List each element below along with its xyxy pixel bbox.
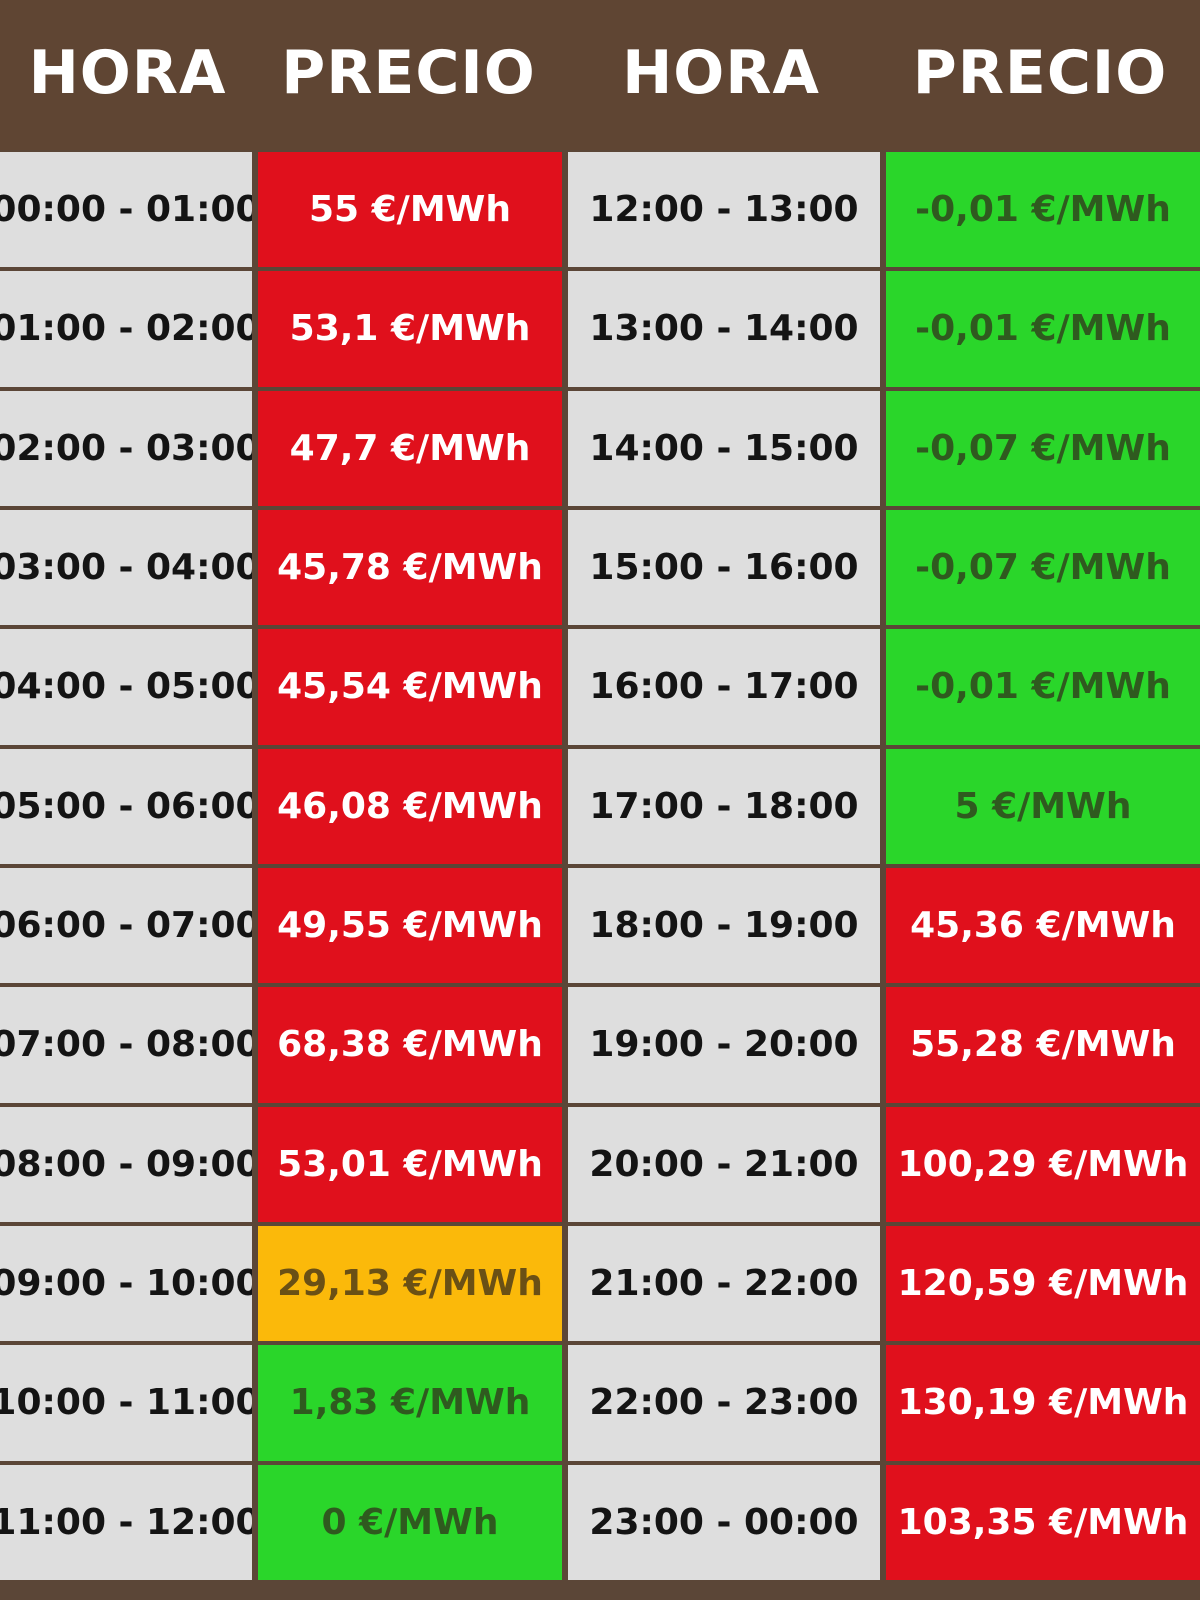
- hora-cell: 05:00 - 06:00: [0, 748, 252, 864]
- precio-cell: 120,59 €/MWh: [886, 1225, 1200, 1342]
- precio-cell: 45,54 €/MWh: [258, 629, 562, 745]
- hora-cell: 08:00 - 09:00: [0, 1106, 252, 1222]
- precio-cell: 45,78 €/MWh: [258, 509, 562, 626]
- hora-cell: 18:00 - 19:00: [568, 867, 880, 984]
- header-precio-right: PRECIO: [912, 38, 1168, 108]
- precio-cell: 29,13 €/MWh: [258, 1225, 562, 1342]
- hora-cell: 16:00 - 17:00: [568, 629, 880, 745]
- hora-cell: 07:00 - 08:00: [0, 987, 252, 1103]
- hora-cell: 23:00 - 00:00: [568, 1464, 880, 1580]
- precio-cell: 46,08 €/MWh: [258, 748, 562, 864]
- header-precio-left: PRECIO: [281, 38, 536, 108]
- table-header: HORA PRECIO HORA PRECIO: [0, 0, 1200, 150]
- hora-cell: 21:00 - 22:00: [568, 1225, 880, 1342]
- hora-cell: 14:00 - 15:00: [568, 390, 880, 506]
- precio-cell: 0 €/MWh: [258, 1464, 562, 1580]
- header-hora-right: HORA: [622, 38, 820, 108]
- hora-cell: 06:00 - 07:00: [0, 867, 252, 984]
- hora-cell: 22:00 - 23:00: [568, 1345, 880, 1461]
- precio-cell: -0,01 €/MWh: [886, 271, 1200, 387]
- precio-cell: 47,7 €/MWh: [258, 390, 562, 506]
- header-hora-left: HORA: [28, 38, 227, 108]
- hora-cell: 12:00 - 13:00: [568, 152, 880, 268]
- hora-cell: 00:00 - 01:00: [0, 152, 252, 268]
- hora-cell: 04:00 - 05:00: [0, 629, 252, 745]
- precio-cell: -0,01 €/MWh: [886, 629, 1200, 745]
- table-body: 00:00 - 01:00 55 €/MWh 01:00 - 02:00 53,1 €…: [0, 152, 1200, 1600]
- precio-cell: 45,36 €/MWh: [886, 867, 1200, 984]
- hora-cell: 19:00 - 20:00: [568, 987, 880, 1103]
- hora-cell: 15:00 - 16:00: [568, 509, 880, 626]
- precio-cell: 103,35 €/MWh: [886, 1464, 1200, 1580]
- hora-cell: 01:00 - 02:00: [0, 271, 252, 387]
- precio-cell: 5 €/MWh: [886, 748, 1200, 864]
- precio-cell: 53,01 €/MWh: [258, 1106, 562, 1222]
- precio-cell: 1,83 €/MWh: [258, 1345, 562, 1461]
- hora-cell: 13:00 - 14:00: [568, 271, 880, 387]
- hora-cell: 17:00 - 18:00: [568, 748, 880, 864]
- precio-cell: 49,55 €/MWh: [258, 867, 562, 984]
- precio-cell: -0,01 €/MWh: [886, 152, 1200, 268]
- hora-cell: 02:00 - 03:00: [0, 390, 252, 506]
- hora-cell: 20:00 - 21:00: [568, 1106, 880, 1222]
- precio-cell: 100,29 €/MWh: [886, 1106, 1200, 1222]
- precio-cell: 130,19 €/MWh: [886, 1345, 1200, 1461]
- hora-cell: 09:00 - 10:00: [0, 1225, 252, 1342]
- hora-cell: 03:00 - 04:00: [0, 509, 252, 626]
- hora-cell: 10:00 - 11:00: [0, 1345, 252, 1461]
- precio-cell: 55 €/MWh: [258, 152, 562, 268]
- precio-cell: 53,1 €/MWh: [258, 271, 562, 387]
- precio-cell: -0,07 €/MWh: [886, 509, 1200, 626]
- precio-cell: 55,28 €/MWh: [886, 987, 1200, 1103]
- precio-cell: -0,07 €/MWh: [886, 390, 1200, 506]
- hora-cell: 11:00 - 12:00: [0, 1464, 252, 1580]
- precio-cell: 68,38 €/MWh: [258, 987, 562, 1103]
